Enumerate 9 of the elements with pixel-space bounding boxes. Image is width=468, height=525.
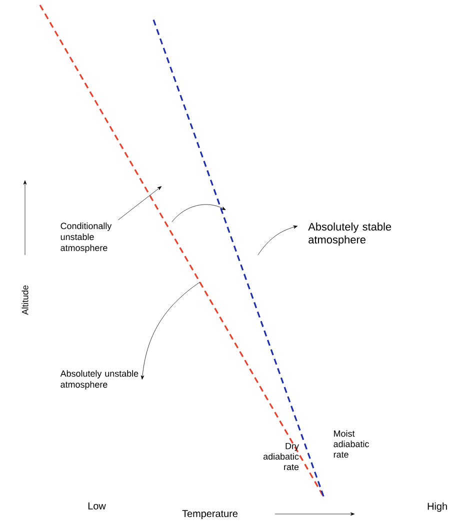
annotation: Absolutely stable atmosphere [308,222,392,246]
x-tick-label: Low [88,502,106,510]
y-axis-title: Altitude [22,285,28,315]
x-tick-label: High [428,502,447,512]
annotation: Absolutely unstable atmosphere [60,370,138,390]
series-label: Dry adiabatic rate [263,442,299,470]
text: Moist adiabatic rate [334,430,369,458]
annotation: Conditionally unstable atmosphere [60,222,112,253]
x-axis-title: Temperature [182,510,238,520]
